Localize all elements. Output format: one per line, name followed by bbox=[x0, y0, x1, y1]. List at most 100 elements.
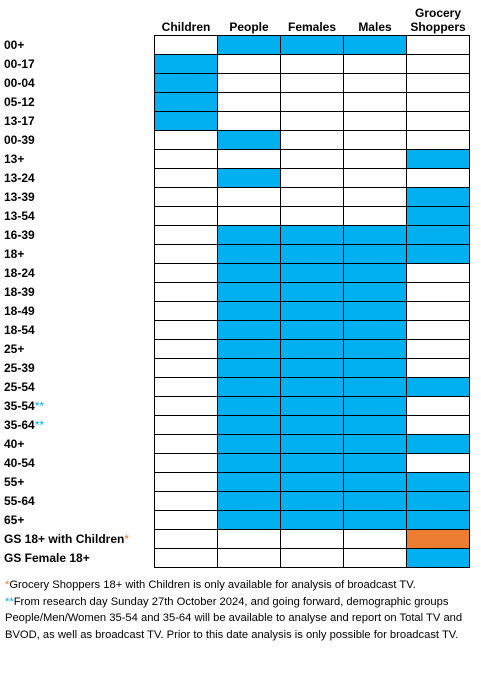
table-row: 00-17 bbox=[2, 54, 470, 74]
cell-males bbox=[343, 35, 407, 55]
cell-grocery-shoppers bbox=[406, 54, 470, 74]
cell-males bbox=[343, 415, 407, 435]
cell-children bbox=[154, 130, 218, 150]
cell-children bbox=[154, 263, 218, 283]
cell-males bbox=[343, 168, 407, 188]
cell-people bbox=[217, 358, 281, 378]
cell-females bbox=[280, 263, 344, 283]
cell-grocery-shoppers bbox=[406, 396, 470, 416]
row-label-text: 40-54 bbox=[4, 456, 35, 470]
cell-people bbox=[217, 453, 281, 473]
row-label-text: 25+ bbox=[4, 342, 25, 356]
cell-grocery-shoppers bbox=[406, 187, 470, 207]
cell-people bbox=[217, 111, 281, 131]
row-label: 65+ bbox=[2, 511, 155, 530]
row-label-text: 13+ bbox=[4, 152, 25, 166]
cell-people bbox=[217, 225, 281, 245]
cell-grocery-shoppers bbox=[406, 92, 470, 112]
row-label: 25-54 bbox=[2, 378, 155, 397]
cell-children bbox=[154, 54, 218, 74]
cell-children bbox=[154, 510, 218, 530]
cell-grocery-shoppers bbox=[406, 491, 470, 511]
cell-children bbox=[154, 244, 218, 264]
table-row: 55+ bbox=[2, 472, 470, 492]
row-label: 05-12 bbox=[2, 93, 155, 112]
table-row: 55-64 bbox=[2, 491, 470, 511]
row-label: 25-39 bbox=[2, 359, 155, 378]
row-label: 18-54 bbox=[2, 321, 155, 340]
table-row: GS 18+ with Children* bbox=[2, 529, 470, 549]
cell-grocery-shoppers bbox=[406, 168, 470, 188]
cell-males bbox=[343, 111, 407, 131]
row-label: 00-17 bbox=[2, 55, 155, 74]
cell-children bbox=[154, 225, 218, 245]
row-footnote-mark: ** bbox=[34, 399, 45, 413]
cell-children bbox=[154, 472, 218, 492]
row-label-text: 18-54 bbox=[4, 323, 35, 337]
cell-children bbox=[154, 187, 218, 207]
cell-males bbox=[343, 206, 407, 226]
cell-people bbox=[217, 320, 281, 340]
footnote-mark: ** bbox=[5, 595, 14, 608]
cell-people bbox=[217, 472, 281, 492]
cell-children bbox=[154, 206, 218, 226]
cell-grocery-shoppers bbox=[406, 35, 470, 55]
row-label-text: 35-64 bbox=[4, 418, 35, 432]
cell-people bbox=[217, 339, 281, 359]
col-header-people: People bbox=[229, 20, 269, 34]
cell-females bbox=[280, 377, 344, 397]
row-label-text: 16-39 bbox=[4, 228, 35, 242]
row-label: 00+ bbox=[2, 36, 155, 55]
table-row: 25+ bbox=[2, 339, 470, 359]
cell-people bbox=[217, 35, 281, 55]
row-label: 00-39 bbox=[2, 131, 155, 150]
cell-children bbox=[154, 396, 218, 416]
col-header-males: Males bbox=[358, 20, 392, 34]
row-label-text: 13-24 bbox=[4, 171, 35, 185]
table-row: 13-54 bbox=[2, 206, 470, 226]
cell-grocery-shoppers bbox=[406, 548, 470, 568]
row-label: 25+ bbox=[2, 340, 155, 359]
cell-males bbox=[343, 73, 407, 93]
cell-grocery-shoppers bbox=[406, 320, 470, 340]
cell-children bbox=[154, 377, 218, 397]
row-label-text: 55-64 bbox=[4, 494, 35, 508]
corner-cell bbox=[2, 2, 155, 36]
cell-females bbox=[280, 548, 344, 568]
cell-children bbox=[154, 415, 218, 435]
row-label: 18-49 bbox=[2, 302, 155, 321]
row-label: 35-54** bbox=[2, 397, 155, 416]
footnote-text: Grocery Shoppers 18+ with Children is on… bbox=[9, 579, 416, 591]
cell-children bbox=[154, 453, 218, 473]
cell-females bbox=[280, 529, 344, 549]
footnote-mark: * bbox=[5, 579, 10, 591]
row-label: GS 18+ with Children* bbox=[2, 530, 155, 549]
cell-males bbox=[343, 548, 407, 568]
row-label: 40-54 bbox=[2, 454, 155, 473]
cell-males bbox=[343, 282, 407, 302]
cell-males bbox=[343, 244, 407, 264]
table-row: 00-39 bbox=[2, 130, 470, 150]
table-row: 40+ bbox=[2, 434, 470, 454]
cell-grocery-shoppers bbox=[406, 453, 470, 473]
cell-grocery-shoppers bbox=[406, 377, 470, 397]
table-row: 18-54 bbox=[2, 320, 470, 340]
cell-people bbox=[217, 434, 281, 454]
row-label-text: 18-24 bbox=[4, 266, 35, 280]
cell-males bbox=[343, 187, 407, 207]
table-row: 65+ bbox=[2, 510, 470, 530]
cell-grocery-shoppers bbox=[406, 130, 470, 150]
cell-males bbox=[343, 510, 407, 530]
row-label: 13+ bbox=[2, 150, 155, 169]
cell-males bbox=[343, 472, 407, 492]
row-label-text: 25-39 bbox=[4, 361, 35, 375]
cell-children bbox=[154, 73, 218, 93]
cell-grocery-shoppers bbox=[406, 206, 470, 226]
table-row: 40-54 bbox=[2, 453, 470, 473]
cell-grocery-shoppers bbox=[406, 434, 470, 454]
cell-people bbox=[217, 92, 281, 112]
table-row: 25-39 bbox=[2, 358, 470, 378]
cell-females bbox=[280, 130, 344, 150]
cell-grocery-shoppers bbox=[406, 225, 470, 245]
cell-females bbox=[280, 225, 344, 245]
